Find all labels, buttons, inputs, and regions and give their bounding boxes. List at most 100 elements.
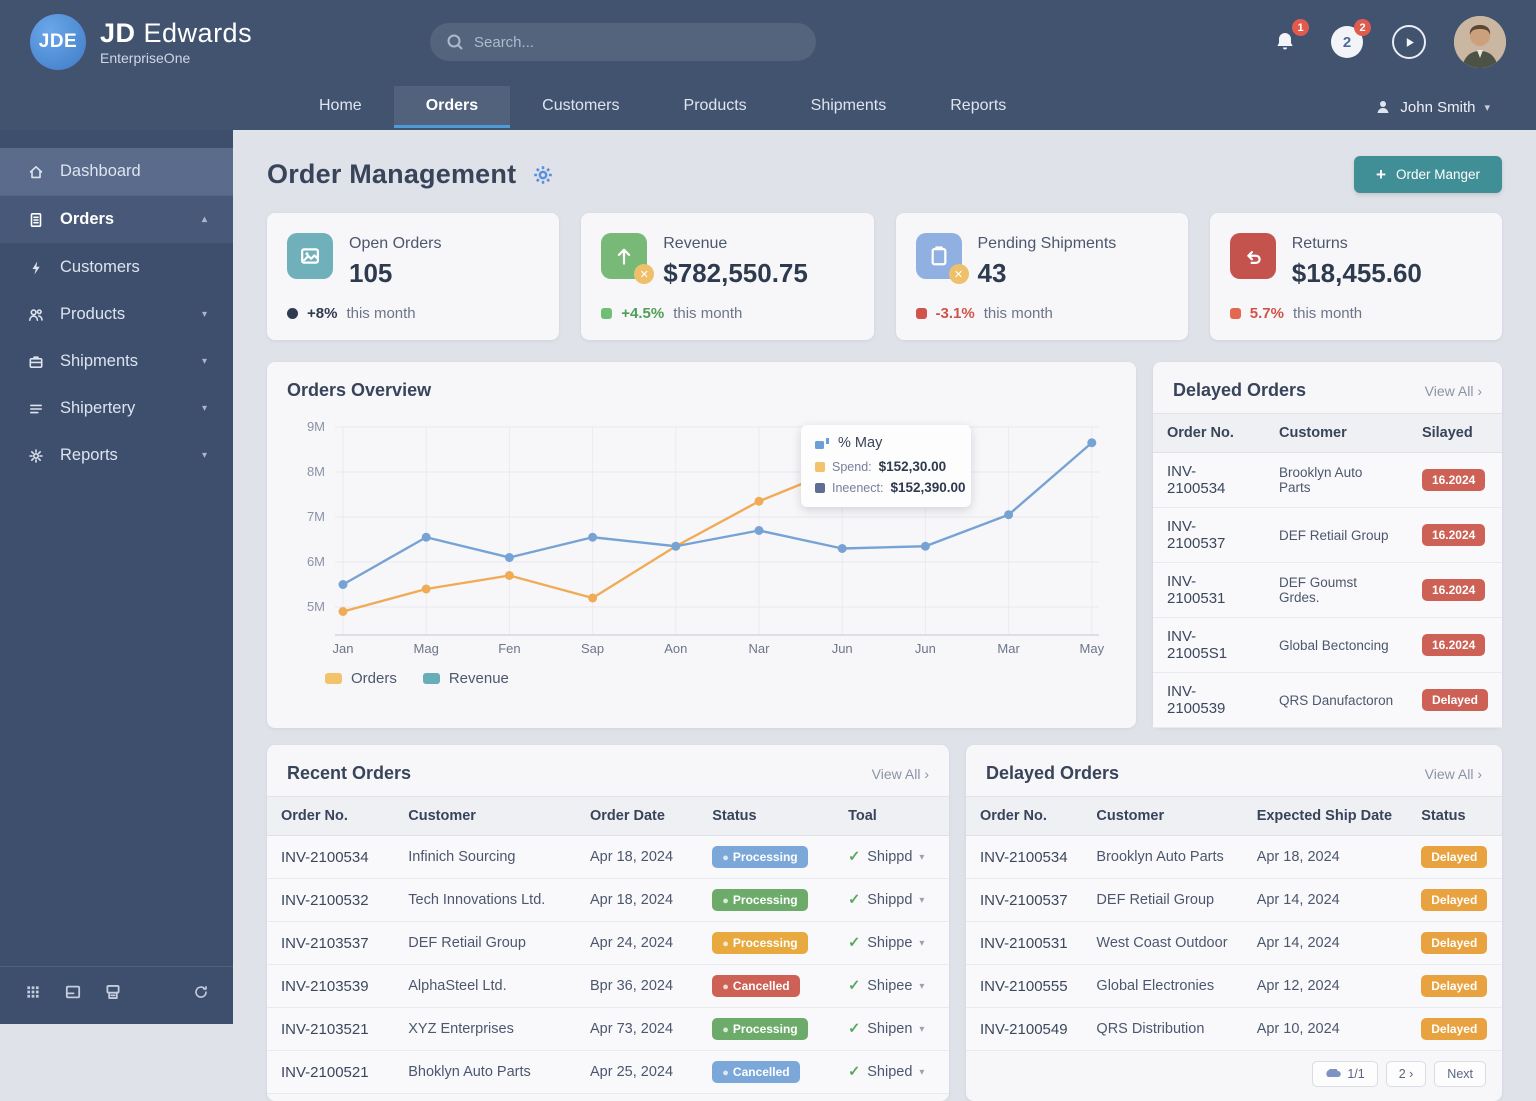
kpi-trend-value: +8% — [307, 305, 338, 322]
delayed-badge: Delayed — [1421, 1018, 1488, 1040]
delayed-orders-bottom-panel: Delayed Orders View All › Order No. Custo… — [966, 745, 1502, 1101]
sidebar-item-products[interactable]: Products ▾ — [0, 291, 233, 338]
page-2-button[interactable]: 2 › — [1385, 1061, 1427, 1087]
delayed-orders-bottom-title: Delayed Orders — [986, 763, 1120, 783]
recent-orders-title: Recent Orders — [287, 763, 412, 783]
table-row[interactable]: INV-2103539 AlphaSteel Ltd. Bpr 36, 2024 ●… — [267, 964, 949, 1008]
chevron-down-icon: ▾ — [919, 1023, 925, 1035]
column-header: Customer — [1082, 796, 1243, 836]
user-avatar[interactable] — [1454, 16, 1506, 68]
nav-tab-reports[interactable]: Reports — [950, 97, 1007, 114]
total-dropdown[interactable]: ✓ Shippe ▾ — [848, 935, 925, 951]
svg-text:Mar: Mar — [997, 641, 1020, 656]
delayed-orders-bottom-table: Order No. Customer Expected Ship Date Statu… — [966, 796, 1502, 1051]
refresh-icon[interactable] — [193, 984, 209, 1005]
sidebar-item-dashboard[interactable]: Dashboard — [0, 148, 233, 195]
sidebar-footer — [0, 966, 233, 1006]
svg-text:Fen: Fen — [498, 641, 520, 656]
chevron-down-icon: ▾ — [919, 894, 925, 906]
table-row[interactable]: INV-2100537 DEF Retiail Group Apr 14, 2024… — [966, 878, 1502, 922]
column-header: Customer — [1265, 413, 1408, 453]
total-dropdown[interactable]: ✓ Shippd ▾ — [848, 892, 925, 908]
status-badge: ● Processing — [712, 1018, 808, 1040]
table-row[interactable]: INV-21005S1 Global Bectoncing 16.2024 — [1153, 617, 1502, 673]
user-name: John Smith — [1400, 98, 1476, 116]
table-row[interactable]: INV-2100555 Global Electronies Apr 12, 202… — [966, 964, 1502, 1008]
orders-overview-chart: Jan Mag Fen Sap Aon Nar Jun Jun Mar May 9M 8M 7M 6M 5M… — [267, 413, 1136, 666]
recent-orders-view-all-link[interactable]: View All › — [871, 765, 929, 782]
delayed-badge: 16.2024 — [1421, 579, 1486, 601]
check-icon: ✓ — [848, 849, 861, 865]
total-dropdown[interactable]: ✓ Shippd ▾ — [848, 849, 925, 865]
next-page-button[interactable]: Next — [1434, 1061, 1486, 1087]
kpi-label: Revenue — [663, 235, 728, 252]
nav-tab-home[interactable]: Home — [319, 97, 362, 114]
table-row[interactable]: INV-2100534 Brooklyn Auto Parts Apr 18, 20… — [966, 835, 1502, 879]
sidebar-item-shipertery[interactable]: Shipertery ▾ — [0, 385, 233, 432]
jde-logo-icon: JDE — [30, 14, 86, 70]
legend-item-orders: Orders — [325, 670, 397, 687]
grid-icon[interactable] — [24, 983, 42, 1006]
total-dropdown[interactable]: ✓ Shiped ▾ — [848, 1064, 925, 1080]
trend-swatch — [1229, 308, 1241, 319]
table-row[interactable]: INV-2100549 QRS Distribution Apr 10, 2024 … — [966, 1007, 1502, 1051]
table-row[interactable]: INV-2100534 Infinich Sourcing Apr 18, 2024… — [267, 835, 949, 879]
table-row[interactable]: INV-2100534 Brooklyn Auto Parts 16.2024 — [1153, 452, 1502, 508]
svg-text:7M: 7M — [307, 509, 325, 524]
column-header: Order Date — [575, 796, 699, 836]
sidebar-item-customers[interactable]: Customers — [0, 244, 233, 291]
search-bar[interactable] — [430, 23, 816, 61]
table-row[interactable]: INV-2103521 XYZ Enterprises Apr 73, 2024 ●… — [267, 1007, 949, 1051]
table-row[interactable]: INV-2100531 West Coast Outdoor Apr 14, 202… — [966, 921, 1502, 965]
inbox-count-button[interactable]: 2 2 — [1330, 19, 1371, 59]
brand-subtitle: EnterpriseOne — [100, 50, 191, 66]
chevron-down-icon: ▾ — [919, 851, 925, 863]
notifications-bell-button[interactable]: 1 — [1268, 19, 1309, 59]
total-dropdown[interactable]: ✓ Shipen ▾ — [848, 1021, 925, 1037]
delayed-bottom-view-all-link[interactable]: View All › — [1424, 765, 1482, 782]
column-header: Order No. — [1153, 413, 1266, 453]
table-row[interactable]: INV-2100539 QRS Danufactoron Delayed — [1153, 672, 1502, 728]
table-row[interactable]: INV-2100537 DEF Retiail Group 16.2024 — [1153, 507, 1502, 563]
user-menu[interactable]: John Smith ▾ — [1375, 99, 1490, 116]
status-badge: ● Processing — [712, 846, 808, 868]
orders-overview-panel: Orders Overview Jan Mag Fen Sap Aon Nar Jun Jun… — [267, 362, 1136, 728]
sidebar-item-orders[interactable]: Orders ▴ — [0, 195, 233, 244]
delayed-orders-side-table: Order No. Customer Silayed INV-2100534 Broo… — [1153, 413, 1502, 728]
help-play-button[interactable] — [1392, 25, 1426, 59]
sidebar-item-shipments[interactable]: Shipments ▾ — [0, 338, 233, 385]
kpi-trend-suffix: this month — [673, 305, 743, 322]
svg-text:Aon: Aon — [664, 641, 687, 656]
page-title: Order Management — [267, 159, 517, 189]
card-icon[interactable] — [64, 983, 82, 1006]
search-icon — [446, 33, 464, 51]
kpi-trend-value: 5.7% — [1249, 305, 1284, 322]
total-dropdown[interactable]: ✓ Shipee ▾ — [848, 978, 925, 994]
table-row[interactable]: INV-2103537 DEF Retiail Group Apr 24, 2024… — [267, 921, 949, 965]
nav-tab-shipments[interactable]: Shipments — [810, 97, 887, 114]
nav-tab-customers[interactable]: Customers — [542, 97, 620, 114]
printer-icon[interactable] — [104, 983, 122, 1006]
sidebar-item-reports[interactable]: Reports ▾ — [0, 432, 233, 479]
search-input[interactable] — [474, 33, 800, 51]
table-row[interactable]: INV-2100532 Tech Innovations Ltd. Apr 18, … — [267, 878, 949, 922]
brand-logo: JDE JD Edwards EnterpriseOne — [30, 14, 360, 70]
order-manager-button[interactable]: + Order Manger — [1354, 156, 1502, 193]
page-info-button[interactable]: 1/1 — [1312, 1061, 1378, 1087]
kpi-card-pending-shipments: ✕ Pending Shipments 43 -3.1% this month — [895, 213, 1188, 340]
settings-gear-icon[interactable] — [532, 164, 554, 186]
table-row[interactable]: INV-2100521 Bhoklyn Auto Parts Apr 25, 202… — [267, 1050, 949, 1094]
nav-tab-products[interactable]: Products — [683, 97, 747, 114]
svg-text:5M: 5M — [307, 599, 325, 614]
column-header: Toal — [834, 796, 949, 836]
delayed-badge: Delayed — [1421, 846, 1488, 868]
delayed-panel-view-all-link[interactable]: View All › — [1424, 382, 1482, 399]
inbox-badge: 2 — [1354, 19, 1371, 36]
table-row[interactable]: INV-2100531 DEF Goumst Grdes. 16.2024 — [1153, 562, 1502, 618]
column-header: Expected Ship Date — [1242, 796, 1408, 836]
return-icon — [1229, 233, 1276, 279]
status-badge: ● Processing — [712, 932, 808, 954]
nav-tab-orders[interactable]: Orders — [393, 86, 511, 128]
arrow-icon: ✕ — [601, 233, 655, 284]
check-icon: ✓ — [848, 1064, 861, 1080]
